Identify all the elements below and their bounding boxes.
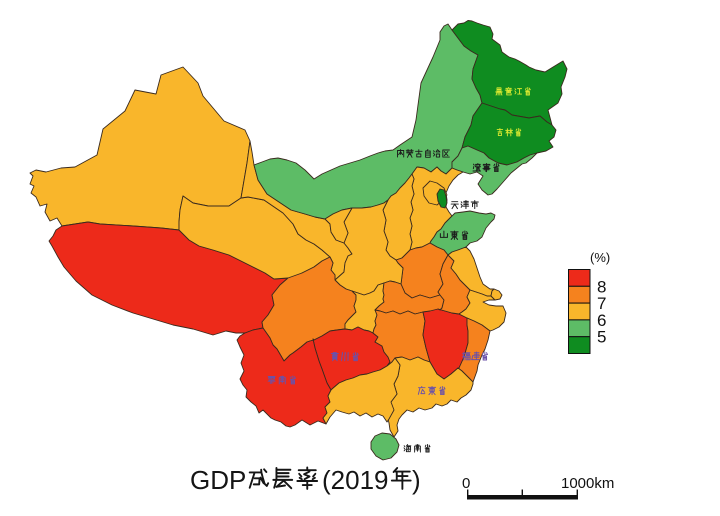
svg-text:5: 5 [597,328,606,347]
svg-text:): ) [412,465,421,495]
svg-text:(2019: (2019 [322,465,389,495]
svg-text:GDP: GDP [190,465,246,495]
svg-text:(%): (%) [590,250,610,265]
svg-text:1000km: 1000km [561,475,614,492]
svg-text:0: 0 [462,475,470,492]
svg-text:6: 6 [597,311,606,330]
svg-text:8: 8 [597,277,606,296]
svg-text:7: 7 [597,294,606,313]
